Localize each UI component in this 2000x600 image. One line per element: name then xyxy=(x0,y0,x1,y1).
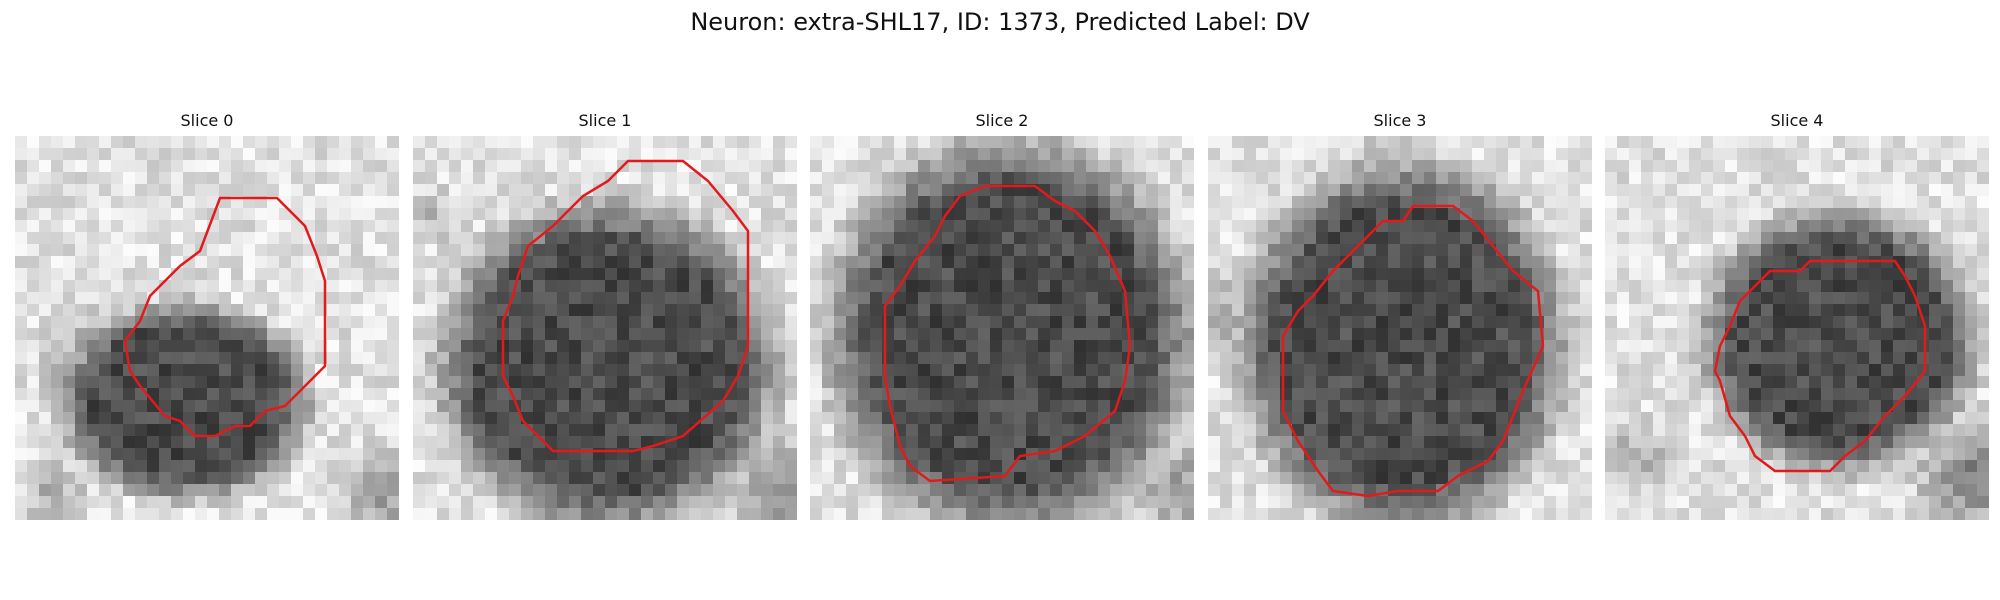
slice-panel-2: Slice 2 xyxy=(810,110,1194,520)
figure-title: Neuron: extra-SHL17, ID: 1373, Predicted… xyxy=(690,8,1310,36)
slice-pixels xyxy=(1605,136,1989,520)
slice-title-3: Slice 3 xyxy=(1373,111,1427,130)
contour-outline xyxy=(123,196,327,438)
contour-outline xyxy=(883,184,1132,483)
slice-title-0: Slice 0 xyxy=(180,111,234,130)
slice-title-1: Slice 1 xyxy=(578,111,632,130)
slice-image-0 xyxy=(15,136,399,520)
slice-pixels xyxy=(15,136,399,520)
slice-panel-4: Slice 4 xyxy=(1605,110,1989,520)
slice-panel-0: Slice 0 xyxy=(15,110,399,520)
slice-image-3 xyxy=(1208,136,1592,520)
slice-image-4 xyxy=(1605,136,1989,520)
slice-image-2 xyxy=(810,136,1194,520)
contour-outline xyxy=(1713,259,1927,473)
slice-panel-1: Slice 1 xyxy=(413,110,797,520)
slice-pixels xyxy=(810,136,1194,520)
slice-panel-3: Slice 3 xyxy=(1208,110,1592,520)
slice-image-1 xyxy=(413,136,797,520)
slice-pixels xyxy=(1208,136,1592,520)
slice-pixels xyxy=(413,136,797,520)
contour-outline xyxy=(501,159,750,453)
contour-outline xyxy=(1281,204,1545,498)
slice-title-4: Slice 4 xyxy=(1770,111,1824,130)
slice-title-2: Slice 2 xyxy=(975,111,1029,130)
